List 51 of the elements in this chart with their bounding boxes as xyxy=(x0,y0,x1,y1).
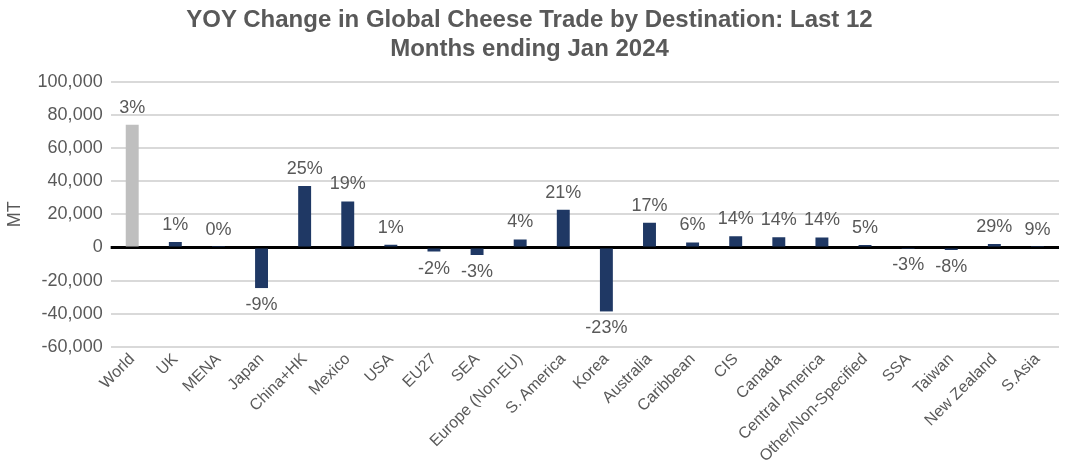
annotation: -3% xyxy=(892,253,925,274)
bar xyxy=(341,201,355,247)
annotation: -3% xyxy=(461,260,494,281)
annotation: 21% xyxy=(545,181,582,202)
y-tick-label: 80,000 xyxy=(47,103,103,124)
annotation: 0% xyxy=(205,218,232,239)
annotation: 6% xyxy=(679,214,706,235)
bar xyxy=(168,242,182,247)
bar xyxy=(125,124,139,247)
y-tick-label: -40,000 xyxy=(41,302,103,323)
x-tick-label: USA xyxy=(360,349,397,386)
x-tick-label: CIS xyxy=(710,349,741,381)
annotation: 5% xyxy=(852,217,879,238)
annotation: -23% xyxy=(585,317,628,338)
annotation: 19% xyxy=(329,173,366,194)
annotation: 14% xyxy=(760,209,797,230)
bar xyxy=(772,237,786,247)
annotation: -8% xyxy=(935,255,968,276)
annotation: 25% xyxy=(286,158,323,179)
bar xyxy=(470,248,484,255)
bar xyxy=(815,237,829,247)
bar xyxy=(298,186,312,247)
annotation: 1% xyxy=(162,214,189,235)
y-tick-label: 100,000 xyxy=(37,70,103,91)
annotation: -2% xyxy=(417,257,450,278)
x-tick-label: SSA xyxy=(878,349,914,385)
bar xyxy=(556,209,570,247)
annotation: 9% xyxy=(1024,218,1051,239)
y-axis-title: MT xyxy=(3,201,24,228)
bar xyxy=(513,239,527,247)
bar xyxy=(729,236,743,247)
y-tick-label: 40,000 xyxy=(47,170,103,191)
annotation: 14% xyxy=(803,209,840,230)
y-tick-label: 20,000 xyxy=(47,203,103,224)
bar xyxy=(427,248,441,252)
annotation: 17% xyxy=(631,194,668,215)
annotation: 3% xyxy=(119,96,146,117)
annotation: 29% xyxy=(976,216,1013,237)
x-tick-label: UK xyxy=(152,349,181,378)
y-tick-label: 0 xyxy=(92,236,103,257)
bar xyxy=(643,222,656,247)
bar xyxy=(255,248,268,289)
bar xyxy=(599,248,613,312)
annotation: 4% xyxy=(507,211,534,232)
bar xyxy=(686,242,700,247)
y-tick-label: 60,000 xyxy=(47,136,103,157)
annotation: -9% xyxy=(245,294,278,315)
y-tick-label: -20,000 xyxy=(41,269,103,290)
chart-title: YOY Change in Global Cheese Trade by Destination: Last 12 Months ending Jan 2024 xyxy=(186,5,873,61)
annotation: 14% xyxy=(717,208,754,229)
annotation: 1% xyxy=(377,216,404,237)
